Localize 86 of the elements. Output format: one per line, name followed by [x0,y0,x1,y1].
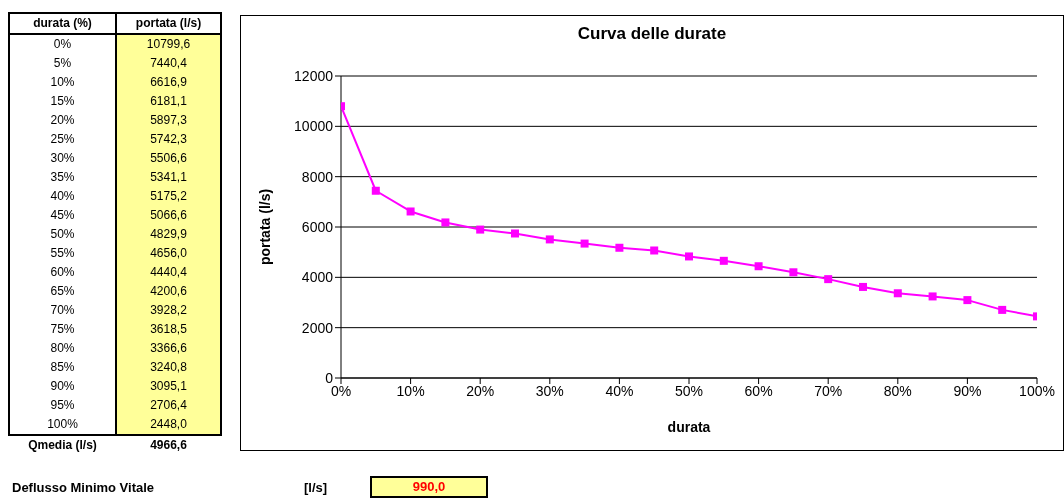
text: 3240,8 [116,358,221,377]
x-axis-title: durata [667,419,711,435]
y-axis-title: portata (l/s) [256,188,273,266]
point [476,225,485,234]
text: 30% [9,149,117,168]
point [824,275,833,284]
text: 10799,6 [116,34,221,54]
x-tick-label: 90% [953,382,982,399]
y-tick-label: 6000 [301,218,334,235]
text: [l/s] [304,480,328,495]
text: 3618,5 [116,320,221,339]
text: 40% [9,187,117,206]
x-tick-label: 20% [466,382,495,399]
point [650,246,659,255]
text: 3095,1 [116,377,221,396]
text: 4656,0 [116,244,221,263]
x-tick-label: 50% [674,382,704,399]
text: 45% [9,206,117,225]
text: 70% [9,301,117,320]
x-tick-label: 80% [883,382,912,399]
text: 5341,1 [116,168,221,187]
point [754,262,763,271]
x-tick-label: 30% [535,382,564,399]
point [441,218,450,227]
y-tick-label: 10000 [294,118,334,135]
text: 2448,0 [116,415,221,435]
point [615,243,624,252]
text: 7440,4 [116,54,221,73]
text: 4829,9 [116,225,221,244]
text: 95% [9,396,117,415]
point [893,289,902,298]
point [789,268,798,277]
text: 6181,1 [116,92,221,111]
point [545,235,554,244]
point [406,207,415,216]
text: 3928,2 [116,301,221,320]
point [685,252,693,261]
point [371,186,380,195]
y-tick-label: 12000 [294,67,334,84]
text: 75% [9,320,117,339]
text: 0% [9,34,117,54]
chart-title: Curva delle durate [576,24,728,44]
text: 60% [9,263,117,282]
text: 4200,6 [116,282,221,301]
y-tick-label: 4000 [301,269,334,286]
text: 5742,3 [116,130,221,149]
text: 4440,4 [116,263,221,282]
text: 2706,4 [116,396,221,415]
text: Qmedia (l/s) [27,437,98,454]
point [719,256,728,265]
text: Deflusso Minimo Vitale [12,480,155,495]
text: 5175,2 [116,187,221,206]
text: 5% [9,54,117,73]
text: portata (l/s) [116,13,221,34]
text: 65% [9,282,117,301]
x-tick-label: 40% [605,382,634,399]
x-tick-label: 100% [1019,382,1055,399]
text: 5506,6 [116,149,221,168]
text: 35% [9,168,117,187]
text: 5066,6 [116,206,221,225]
text: 10% [9,73,117,92]
text: 20% [9,111,117,130]
text: 50% [9,225,117,244]
text: 25% [9,130,117,149]
y-tick-label: 2000 [301,319,334,336]
point [963,296,972,305]
text: 990,0 [370,476,488,498]
text: durata (%) [9,13,117,34]
x-tick-label: 70% [814,382,843,399]
text: 85% [9,358,117,377]
x-tick-label: 60% [744,382,773,399]
text: 6616,9 [116,73,221,92]
text: 3366,6 [116,339,221,358]
x-tick-label: 10% [396,382,425,399]
text: 80% [9,339,117,358]
y-tick-label: 8000 [301,168,334,185]
text: 5897,3 [116,111,221,130]
point [511,229,519,238]
text: 15% [9,92,117,111]
point [859,282,867,291]
point [928,292,937,301]
text: 100% [9,415,117,435]
text: 55% [9,244,117,263]
point [580,239,589,248]
text: 4966,6 [149,437,188,454]
point [998,305,1007,314]
